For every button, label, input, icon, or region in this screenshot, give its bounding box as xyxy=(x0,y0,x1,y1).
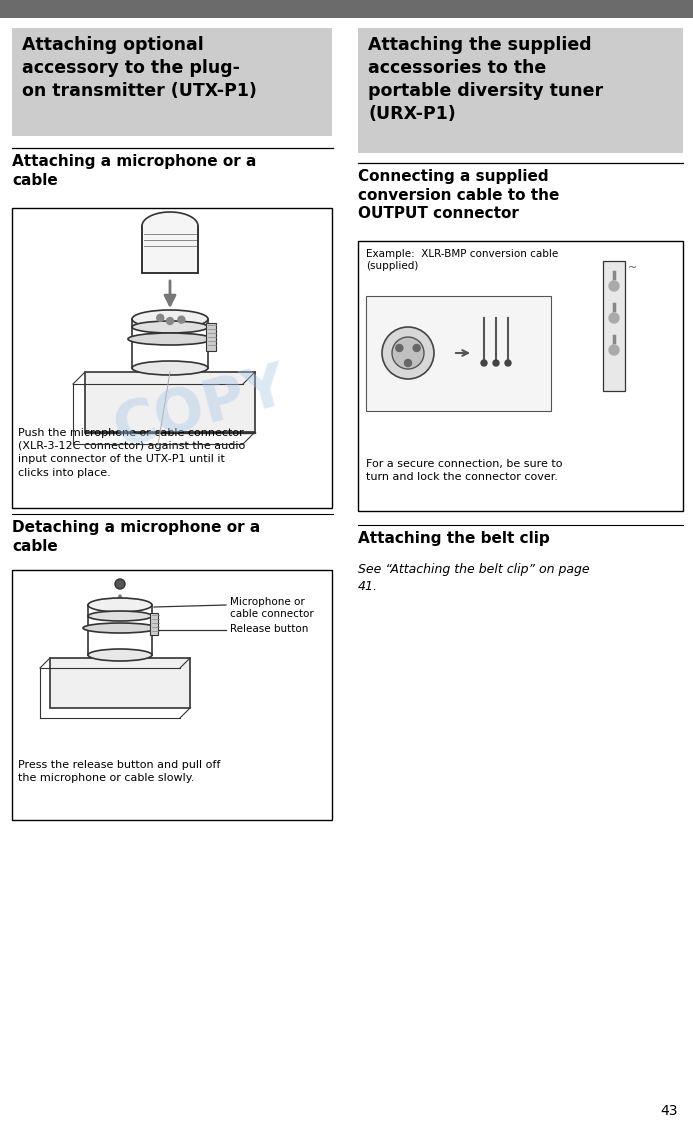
Text: ~: ~ xyxy=(628,263,638,273)
Ellipse shape xyxy=(392,337,424,369)
Bar xyxy=(206,323,216,352)
Text: Example:  XLR-BMP conversion cable
(supplied): Example: XLR-BMP conversion cable (suppl… xyxy=(366,249,559,271)
Circle shape xyxy=(413,345,420,352)
Bar xyxy=(142,226,198,273)
Circle shape xyxy=(505,359,511,366)
Circle shape xyxy=(178,316,185,323)
Bar xyxy=(358,28,683,153)
Bar xyxy=(85,372,255,432)
Text: See “Attaching the belt clip” on page
41.: See “Attaching the belt clip” on page 41… xyxy=(358,562,590,593)
Ellipse shape xyxy=(132,321,208,333)
Bar xyxy=(0,0,693,18)
Ellipse shape xyxy=(128,333,212,345)
Text: Attaching the supplied
accessories to the
portable diversity tuner
(URX-P1): Attaching the supplied accessories to th… xyxy=(368,36,603,122)
Circle shape xyxy=(493,359,499,366)
Circle shape xyxy=(481,359,487,366)
Circle shape xyxy=(609,313,619,323)
Text: Detaching a microphone or a
cable: Detaching a microphone or a cable xyxy=(12,521,261,553)
Bar xyxy=(12,208,332,508)
Text: 43: 43 xyxy=(660,1105,678,1118)
Bar xyxy=(50,658,190,708)
Text: Release button: Release button xyxy=(230,624,308,634)
Ellipse shape xyxy=(88,649,152,661)
Ellipse shape xyxy=(132,361,208,375)
Circle shape xyxy=(609,345,619,355)
Circle shape xyxy=(405,359,412,366)
Bar xyxy=(358,242,683,511)
Ellipse shape xyxy=(88,598,152,612)
Bar xyxy=(150,613,158,635)
Ellipse shape xyxy=(88,611,152,621)
Bar xyxy=(603,261,625,391)
Bar xyxy=(366,296,551,411)
Circle shape xyxy=(157,314,164,321)
Circle shape xyxy=(115,579,125,589)
Text: Microphone or
cable connector: Microphone or cable connector xyxy=(230,596,314,619)
Bar xyxy=(12,570,332,820)
Text: Push the microphone or cable connector
(XLR-3-12C connector) against the audio
i: Push the microphone or cable connector (… xyxy=(18,428,245,477)
Ellipse shape xyxy=(382,327,434,379)
Bar xyxy=(12,28,332,136)
Circle shape xyxy=(166,318,173,324)
Text: Attaching the belt clip: Attaching the belt clip xyxy=(358,531,550,545)
Text: Attaching optional
accessory to the plug-
on transmitter (UTX-P1): Attaching optional accessory to the plug… xyxy=(22,36,257,100)
Text: COPY: COPY xyxy=(107,357,293,458)
Ellipse shape xyxy=(132,310,208,328)
Circle shape xyxy=(609,281,619,291)
Circle shape xyxy=(396,345,403,352)
Text: Press the release button and pull off
the microphone or cable slowly.: Press the release button and pull off th… xyxy=(18,760,220,784)
Ellipse shape xyxy=(83,623,157,633)
Text: Attaching a microphone or a
cable: Attaching a microphone or a cable xyxy=(12,154,256,187)
Text: For a secure connection, be sure to
turn and lock the connector cover.: For a secure connection, be sure to turn… xyxy=(366,459,563,482)
Text: Connecting a supplied
conversion cable to the
OUTPUT connector: Connecting a supplied conversion cable t… xyxy=(358,169,559,221)
